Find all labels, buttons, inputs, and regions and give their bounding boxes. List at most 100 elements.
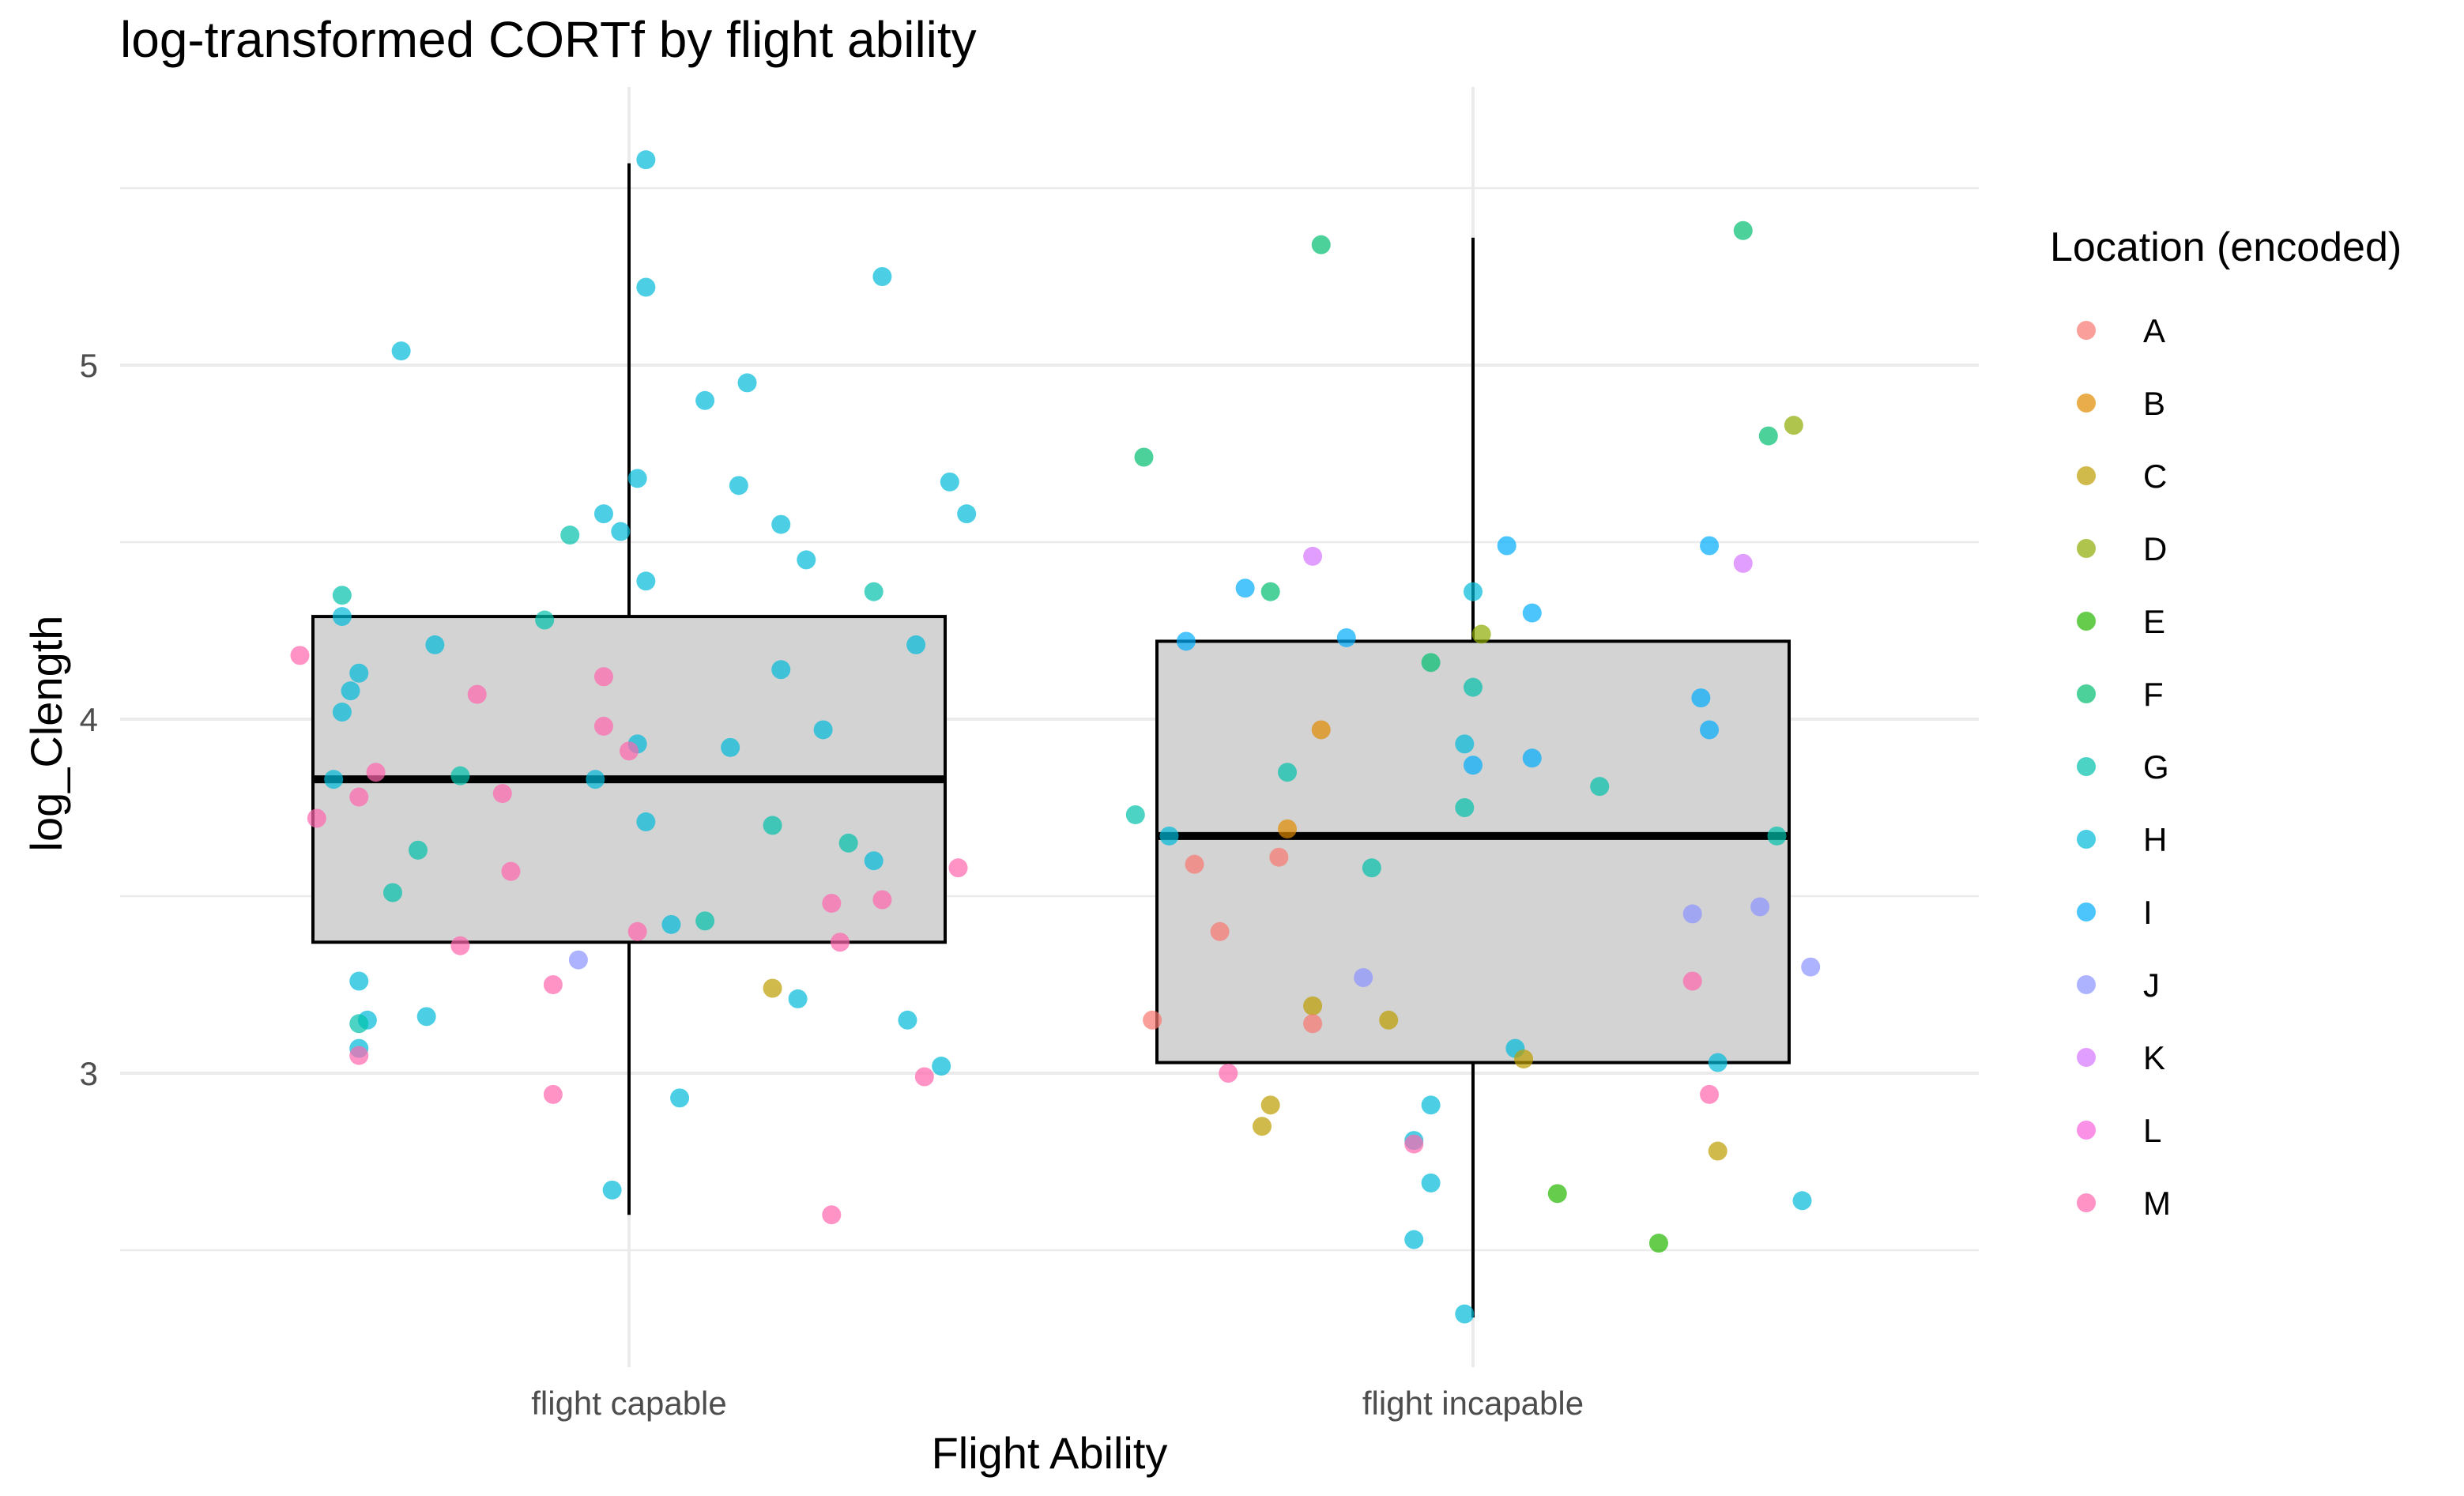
data-point-M [831, 933, 850, 952]
legend-item-C: C [2077, 458, 2167, 495]
legend-item-G: G [2077, 748, 2169, 786]
data-point-H [349, 663, 369, 683]
x-axis-title: Flight Ability [932, 1428, 1168, 1478]
data-point-M [467, 684, 487, 704]
legend-label: C [2143, 458, 2167, 495]
data-point-F [1758, 426, 1778, 446]
data-point-M [307, 808, 326, 828]
data-point-H [661, 914, 681, 934]
legend-item-E: E [2077, 603, 2165, 640]
data-point-I [1235, 578, 1255, 598]
data-point-J [1682, 904, 1702, 924]
legend-item-D: D [2077, 530, 2167, 567]
legend-swatch [2077, 539, 2096, 558]
legend-swatch [2077, 975, 2096, 994]
data-point-J [568, 950, 588, 970]
data-point-C [1260, 1095, 1280, 1115]
legend-label: G [2143, 748, 2169, 786]
data-point-G [695, 911, 715, 931]
data-point-M [627, 921, 647, 941]
y-tick-label: 3 [80, 1055, 98, 1092]
data-point-G [560, 526, 580, 545]
y-tick-label: 4 [80, 701, 98, 738]
data-point-A [1143, 1010, 1162, 1030]
data-point-H [813, 720, 833, 740]
data-point-E [1648, 1234, 1668, 1253]
data-point-M [620, 741, 639, 761]
data-point-K [1733, 553, 1753, 573]
data-point-H [729, 476, 748, 496]
x-tick-label: flight incapable [1362, 1385, 1584, 1422]
data-point-G [349, 1014, 369, 1034]
data-point-M [1219, 1064, 1238, 1083]
data-point-G [838, 833, 858, 853]
legend-item-I: I [2077, 894, 2153, 931]
data-point-F [1733, 220, 1753, 240]
data-point-G [409, 840, 428, 860]
data-point-H [593, 504, 613, 524]
y-tick-label: 5 [80, 347, 98, 384]
boxplot-2 [1155, 237, 1791, 1318]
data-point-I [1700, 720, 1720, 740]
data-point-F [1421, 653, 1441, 673]
legend-item-L: L [2077, 1112, 2161, 1149]
legend-item-J: J [2077, 967, 2160, 1004]
data-point-H [611, 522, 631, 541]
data-point-H [324, 770, 344, 789]
data-point-H [1792, 1191, 1812, 1211]
data-point-H [940, 472, 959, 492]
legend-label: F [2143, 676, 2164, 713]
data-point-H [341, 681, 360, 701]
data-point-G [450, 766, 470, 786]
data-point-M [593, 716, 613, 736]
box-iqr [1155, 639, 1791, 1065]
data-point-M [822, 893, 842, 913]
data-point-I [1336, 627, 1356, 647]
data-point-D [1471, 624, 1491, 644]
boxplot-1 [311, 163, 947, 1215]
data-point-C [763, 978, 782, 998]
data-point-M [349, 1046, 369, 1065]
data-point-H [695, 390, 715, 410]
data-point-J [1750, 897, 1770, 917]
data-point-H [586, 770, 605, 789]
legend-label: J [2143, 967, 2160, 1004]
data-point-I [1497, 536, 1516, 556]
legend-swatch [2077, 394, 2096, 413]
legend-swatch [2077, 1193, 2096, 1212]
data-point-M [1700, 1084, 1720, 1104]
data-point-C [1514, 1049, 1534, 1069]
data-point-H [771, 660, 791, 680]
data-point-G [535, 610, 555, 630]
data-point-A [1269, 847, 1289, 867]
data-point-H [391, 341, 411, 361]
data-point-H [957, 504, 977, 524]
data-point-I [1522, 603, 1542, 623]
data-point-H [898, 1010, 917, 1030]
data-point-H [872, 267, 892, 286]
data-point-G [1455, 798, 1475, 817]
data-point-M [366, 763, 386, 782]
chart-title: log-transformed CORTf by flight ability [120, 11, 977, 68]
data-point-H [1421, 1173, 1441, 1193]
data-point-H [670, 1088, 690, 1108]
data-point-M [450, 936, 470, 955]
data-point-G [382, 883, 402, 902]
data-point-M [948, 858, 968, 878]
legend-swatch [2077, 830, 2096, 849]
data-point-H [737, 373, 757, 393]
data-point-H [1708, 1053, 1727, 1072]
data-point-M [492, 784, 512, 804]
data-point-H [1455, 1304, 1475, 1324]
data-point-A [1303, 1014, 1323, 1034]
x-tick-label: flight capable [531, 1385, 727, 1422]
data-point-H [425, 635, 445, 654]
data-point-H [602, 1180, 622, 1200]
legend-swatch [2077, 466, 2096, 485]
data-point-M [914, 1067, 934, 1087]
data-point-I [1691, 688, 1711, 708]
y-axis-title: log_Clength [21, 616, 71, 852]
boxplots [311, 163, 1791, 1318]
legend-item-K: K [2077, 1039, 2165, 1076]
